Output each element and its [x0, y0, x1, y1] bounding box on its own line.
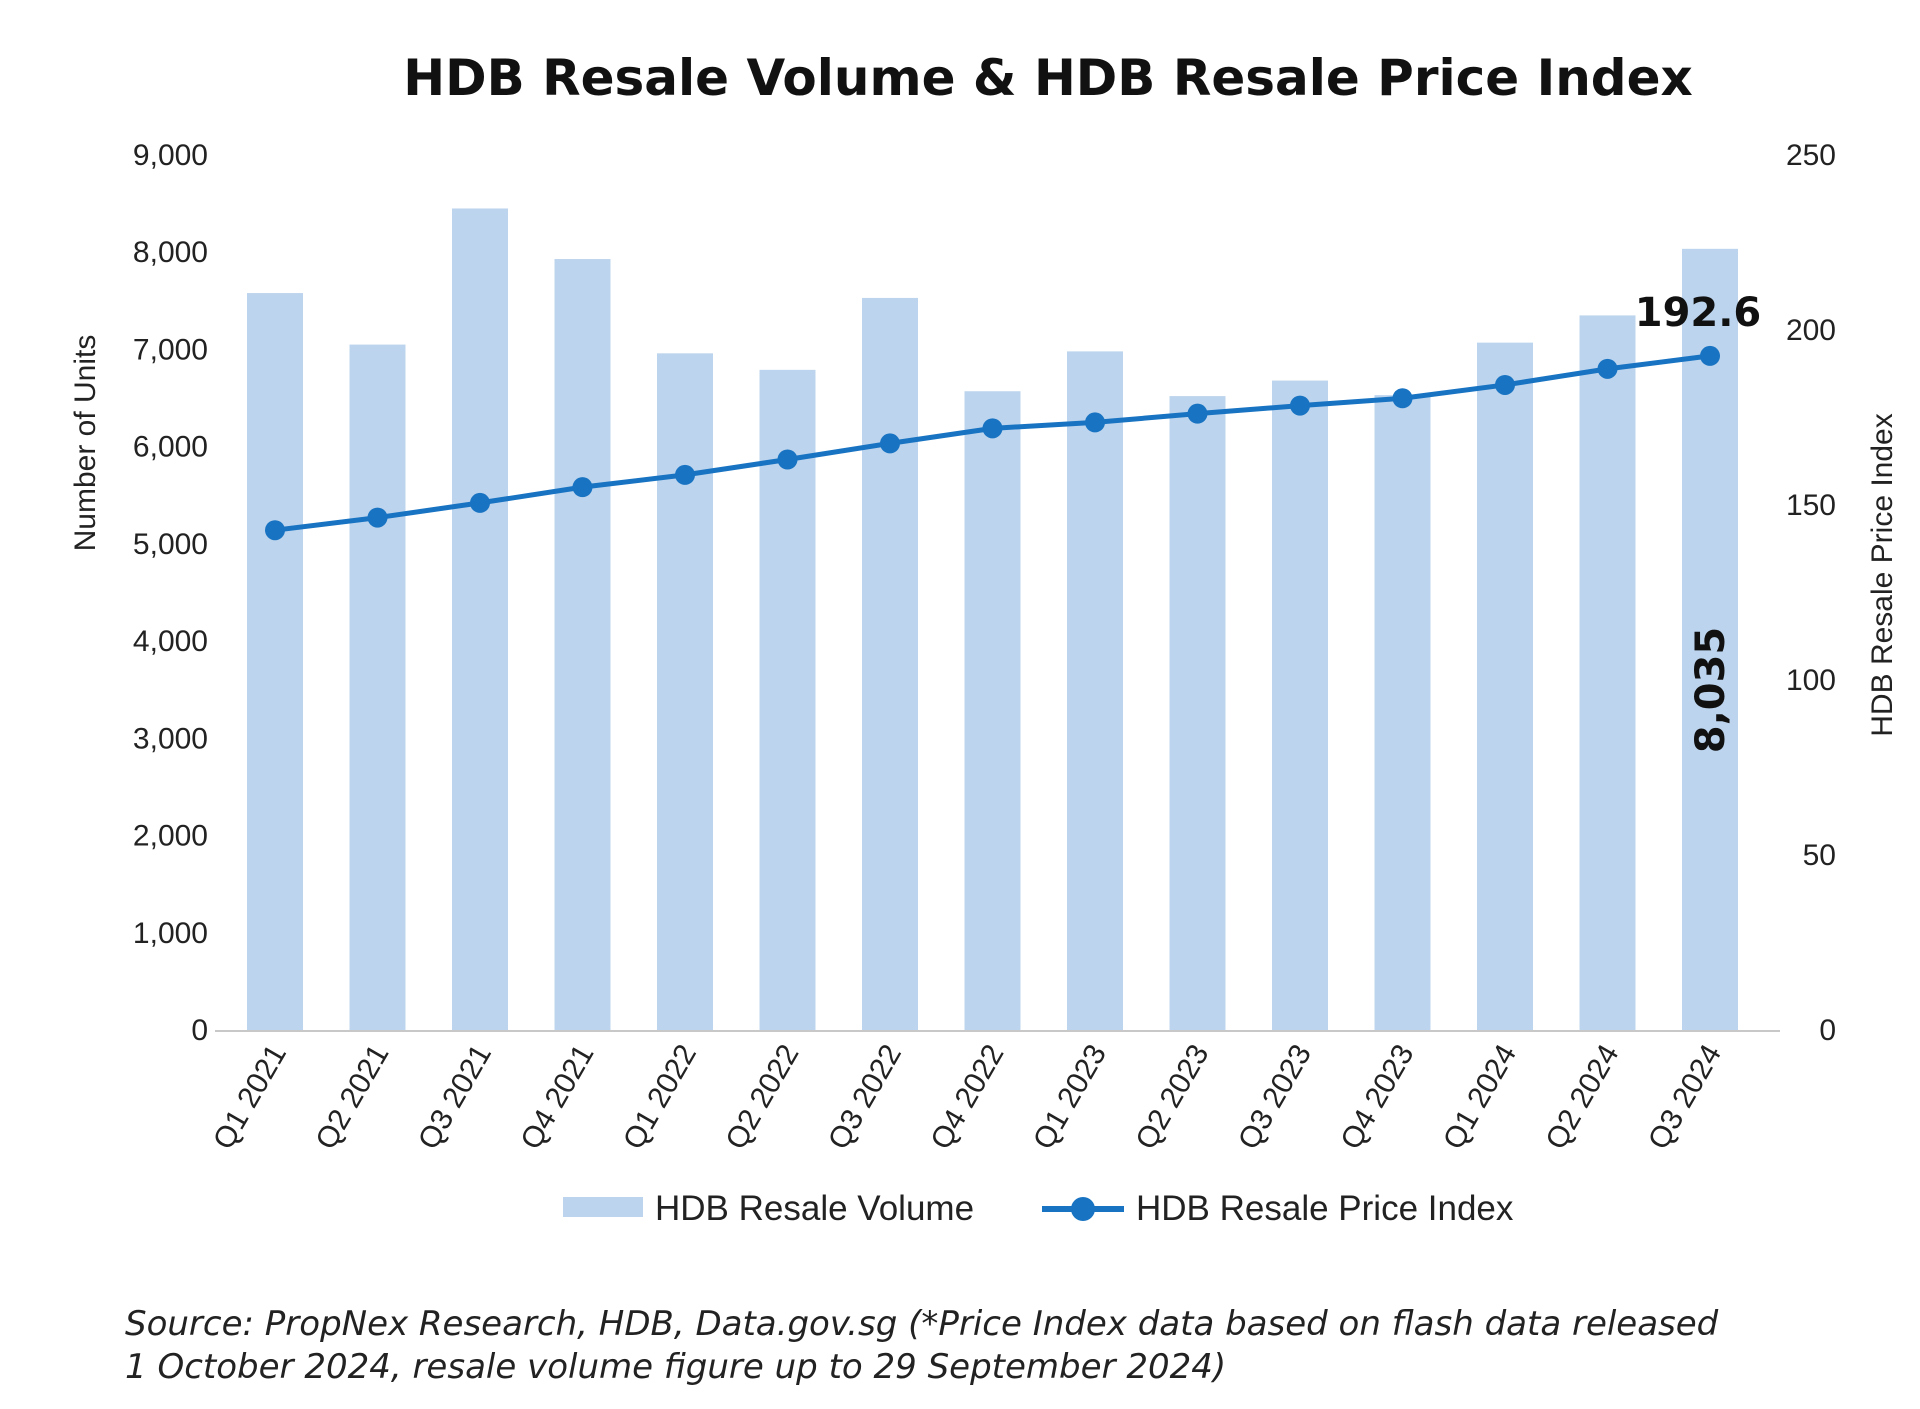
right-tick-label: 150 [1786, 489, 1836, 522]
left-tick-label: 2,000 [133, 820, 208, 853]
price-index-point-8 [982, 418, 1003, 439]
x-tick-label: Q2 2024 [1539, 1039, 1625, 1155]
right-tick-label: 200 [1786, 314, 1836, 347]
x-tick-label: Q2 2021 [309, 1039, 395, 1155]
right-tick-label: 50 [1803, 839, 1836, 872]
bar-9 [1067, 351, 1123, 1030]
legend-bar-label: HDB Resale Volume [655, 1189, 974, 1228]
left-tick-label: 5,000 [133, 528, 208, 561]
bar-11 [1272, 380, 1328, 1030]
left-tick-label: 0 [191, 1014, 208, 1047]
bar-13 [1477, 342, 1533, 1030]
legend-bar-swatch [563, 1197, 643, 1217]
right-tick-label: 250 [1786, 139, 1836, 172]
bar-3 [452, 208, 508, 1030]
last-index-label: 192.6 [1635, 290, 1762, 336]
left-tick-label: 9,000 [133, 139, 208, 172]
left-tick-label: 4,000 [133, 625, 208, 658]
right-tick-label: 0 [1819, 1014, 1836, 1047]
price-index-point-3 [470, 492, 490, 513]
x-tick-label: Q3 2021 [412, 1039, 498, 1155]
bar-2 [349, 344, 406, 1030]
x-tick-label: Q1 2021 [207, 1039, 293, 1155]
bar-10 [1169, 396, 1226, 1031]
right-tick-label: 100 [1786, 664, 1836, 697]
x-tick-label: Q2 2022 [719, 1039, 805, 1155]
x-tick-label: Q4 2023 [1334, 1039, 1420, 1155]
x-tick-label: Q3 2022 [822, 1039, 908, 1155]
price-index-point-9 [1085, 412, 1105, 433]
legend-line-marker [1071, 1197, 1095, 1221]
right-axis-title: HDB Resale Price Index [1866, 413, 1899, 736]
x-tick-label: Q2 2023 [1129, 1039, 1215, 1155]
bar-12 [1374, 395, 1431, 1030]
left-axis: 0 1,000 2,000 3,000 4,000 5,000 6,000 7,000 8,00… [133, 139, 208, 1047]
price-index-point-1 [265, 520, 285, 541]
price-index-point-2 [367, 507, 388, 528]
bar-5 [657, 353, 713, 1030]
price-index-point-13 [1495, 374, 1515, 395]
price-index-point-14 [1597, 358, 1618, 379]
legend: HDB Resale Volume HDB Resale Price Index [563, 1189, 1514, 1228]
bar-14 [1579, 315, 1636, 1031]
price-index-point-11 [1290, 395, 1310, 416]
source-note-line1: Source: PropNex Research, HDB, Data.gov.… [125, 1304, 1719, 1344]
bar-7 [862, 297, 918, 1031]
line-series [265, 345, 1720, 541]
price-index-point-4 [572, 477, 593, 498]
left-tick-label: 8,000 [133, 236, 208, 269]
left-tick-label: 1,000 [133, 917, 208, 950]
bar-1 [247, 293, 303, 1030]
x-tick-label: Q4 2021 [514, 1039, 600, 1155]
price-index-point-5 [675, 464, 695, 485]
x-tick-label: Q1 2022 [617, 1039, 703, 1155]
left-tick-label: 3,000 [133, 722, 208, 755]
x-tick-label: Q3 2024 [1642, 1039, 1728, 1155]
x-tick-label: Q3 2023 [1232, 1039, 1318, 1155]
left-tick-label: 6,000 [133, 431, 208, 464]
left-axis-title: Number of Units [69, 335, 102, 552]
x-tick-label: Q1 2023 [1027, 1039, 1113, 1155]
bar-4 [554, 259, 611, 1030]
bar-15 [1682, 248, 1738, 1030]
legend-line-label: HDB Resale Price Index [1136, 1189, 1514, 1228]
x-axis-labels: Q1 2021 Q2 2021 Q3 2021 Q4 2021 Q1 2022 Q2 20… [207, 1039, 1728, 1155]
left-tick-label: 7,000 [133, 333, 208, 366]
price-index-point-12 [1392, 388, 1413, 409]
price-index-point-6 [777, 449, 798, 470]
bar-series [247, 208, 1738, 1031]
price-index-point-7 [880, 433, 900, 454]
source-note-line2: 1 October 2024, resale volume figure up … [125, 1347, 1226, 1387]
x-tick-label: Q1 2024 [1437, 1039, 1523, 1155]
right-axis: 0 50 100 150 200 250 [1786, 139, 1836, 1047]
chart-title: HDB Resale Volume & HDB Resale Price Ind… [403, 49, 1693, 107]
price-index-point-15 [1700, 345, 1720, 366]
price-index-point-10 [1187, 403, 1208, 424]
last-volume-label: 8,035 [1688, 627, 1734, 754]
bar-6 [759, 369, 816, 1031]
x-tick-label: Q4 2022 [924, 1039, 1010, 1155]
bar-8 [964, 391, 1021, 1030]
